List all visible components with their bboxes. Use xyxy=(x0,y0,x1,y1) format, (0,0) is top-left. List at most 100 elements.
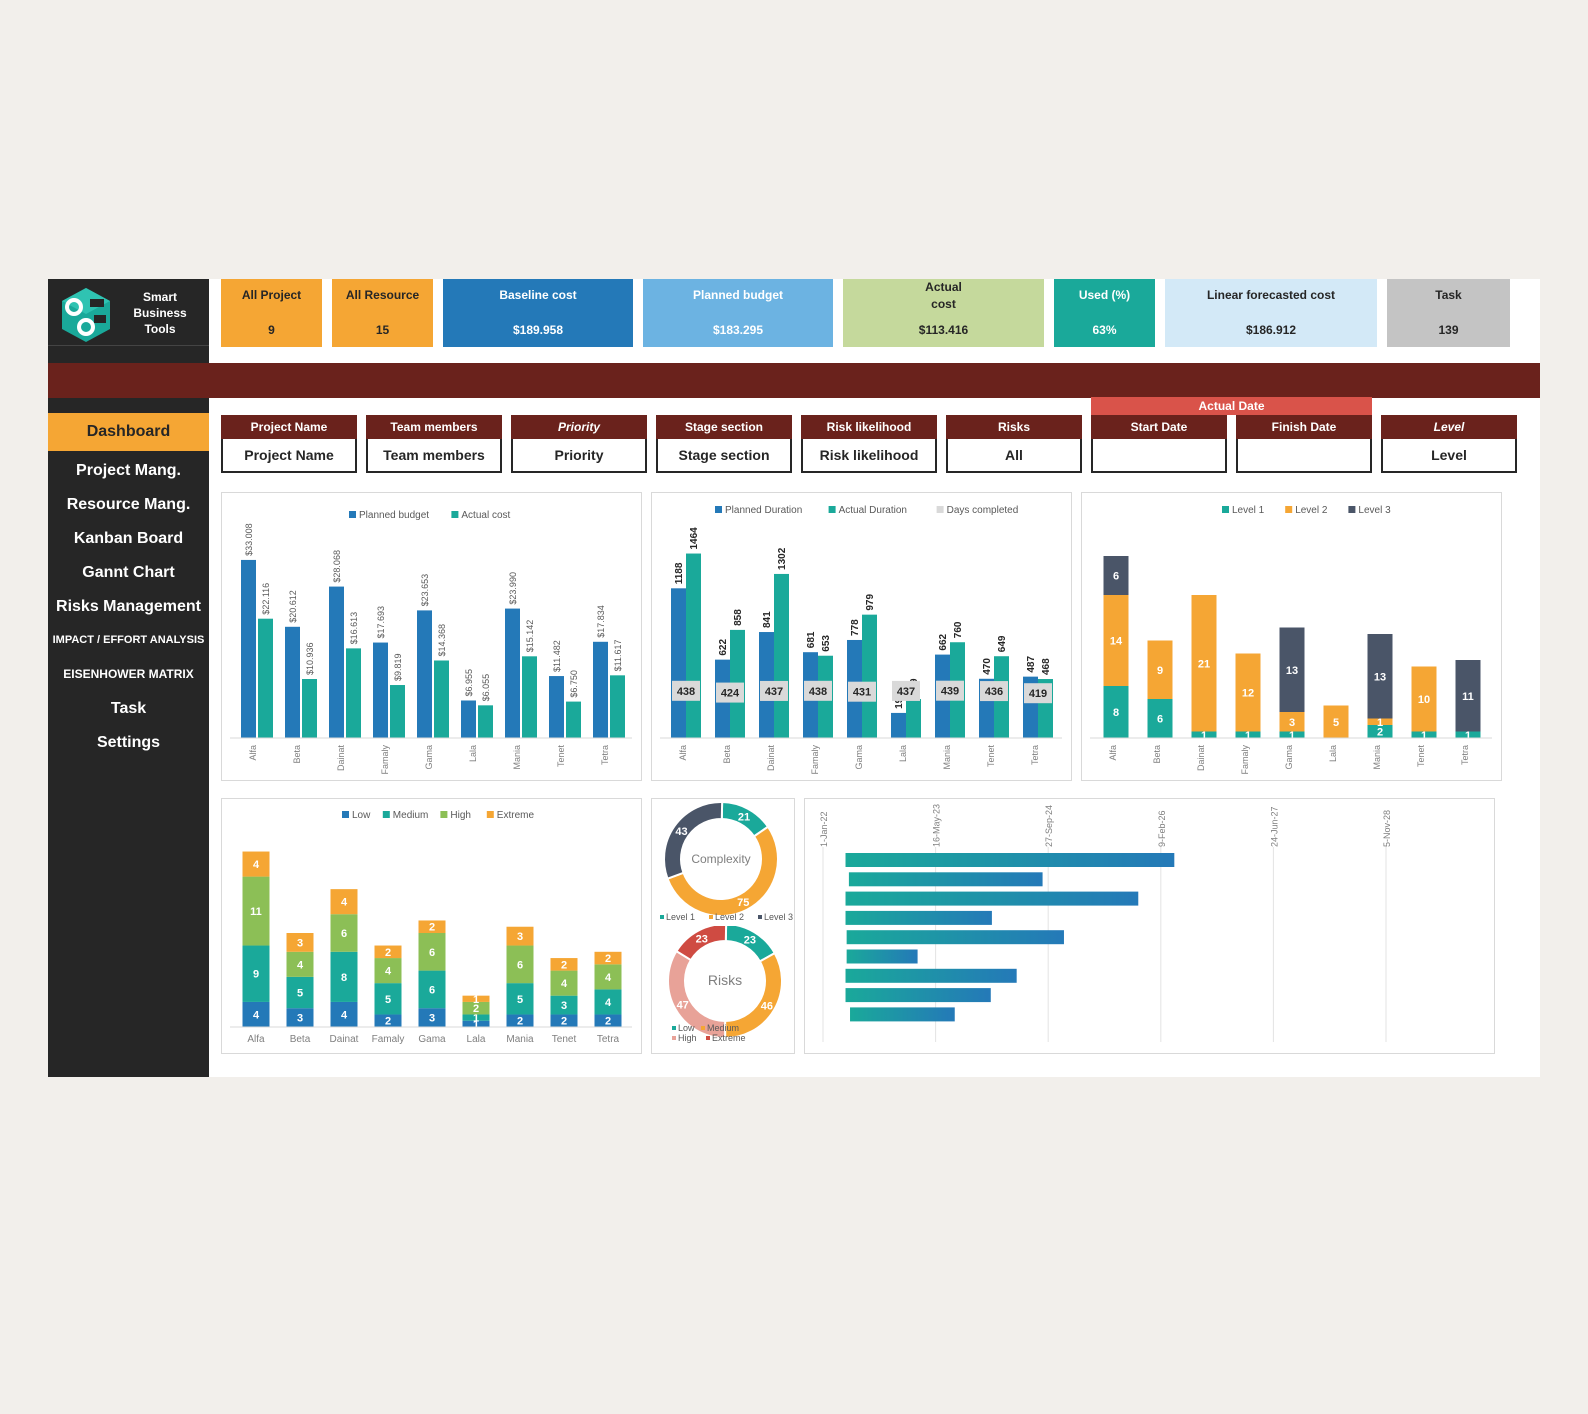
legend-label: Extreme xyxy=(497,810,535,821)
bar-segment xyxy=(1367,725,1393,738)
bar-segment-label: 5 xyxy=(517,994,523,1006)
gantt-date-tick: 16-May-23 xyxy=(932,804,942,847)
filter-finish-date[interactable]: Finish Date xyxy=(1236,415,1372,473)
filter-project-name[interactable]: Project Name Project Name xyxy=(221,415,357,473)
filter-value[interactable] xyxy=(1091,439,1227,473)
legend-swatch xyxy=(451,511,459,518)
filter-header: Risks xyxy=(946,415,1082,439)
legend-label: Actual cost xyxy=(461,510,510,521)
bar-segment xyxy=(242,945,270,1002)
bar-segment xyxy=(242,876,270,946)
kpi-value: 139 xyxy=(1438,323,1459,337)
category-tick-label: Tetra xyxy=(1460,745,1470,765)
kpi-actual-cost: Actual cost $113.416 xyxy=(843,279,1044,347)
days-completed-label: 439 xyxy=(941,686,959,698)
filter-risks[interactable]: Risks All xyxy=(946,415,1082,473)
bar xyxy=(610,675,625,738)
filter-value[interactable] xyxy=(1236,439,1372,473)
bar xyxy=(478,705,493,738)
filter-risk-likelihood[interactable]: Risk likelihood Risk likelihood xyxy=(801,415,937,473)
filter-value[interactable]: Team members xyxy=(366,439,502,473)
filter-value[interactable]: Level xyxy=(1381,439,1517,473)
kpi-baseline-cost: Baseline cost $189.958 xyxy=(443,279,633,347)
sidebar-item-impact-effort[interactable]: IMPACT / EFFORT ANALYSIS xyxy=(52,634,205,646)
bar-data-label: 1302 xyxy=(777,547,788,570)
bar-segment-label: 5 xyxy=(297,988,303,1000)
donut-slice-label: 43 xyxy=(675,826,687,838)
bar xyxy=(373,642,388,738)
filter-start-date[interactable]: Start Date xyxy=(1091,415,1227,473)
gantt-bar xyxy=(845,853,1175,867)
bar-segment xyxy=(242,1001,270,1027)
bar-segment xyxy=(374,1014,402,1027)
days-completed-marker xyxy=(716,682,744,703)
donut-slice-label: 23 xyxy=(744,934,756,946)
bar-segment xyxy=(1367,634,1393,719)
bar-data-label: 760 xyxy=(953,621,964,638)
bar xyxy=(258,618,273,738)
category-tick-label: Tenet xyxy=(1416,745,1426,768)
filter-header: Project Name xyxy=(221,415,357,439)
legend-swatch xyxy=(709,915,713,919)
bar-segment-label: 6 xyxy=(429,947,435,959)
category-tick-label: Mania xyxy=(1372,745,1382,770)
sidebar-item-task[interactable]: Task xyxy=(110,700,147,717)
bar-segment-label: 1 xyxy=(473,1013,479,1025)
duration-chart-panel: Planned Duration Actual Duration Days comp… xyxy=(651,492,1072,781)
bar-segment-label: 1 xyxy=(1377,717,1383,729)
bar xyxy=(774,573,789,738)
sidebar-item-kanban-board[interactable]: Kanban Board xyxy=(73,530,184,547)
donut-center-title: Risks xyxy=(708,972,742,988)
category-tick-label: Gama xyxy=(1284,745,1294,770)
bar-segment-label: 9 xyxy=(1157,665,1163,677)
filter-level[interactable]: Level Level xyxy=(1381,415,1517,473)
bar-data-label: $6.750 xyxy=(569,670,579,698)
category-tick-label: Beta xyxy=(290,1034,311,1045)
donut-slice xyxy=(675,926,728,962)
bar-segment xyxy=(1147,640,1173,699)
bar-segment xyxy=(330,889,358,915)
sidebar-item-eisenhower[interactable]: EISENHOWER MATRIX xyxy=(63,667,194,681)
bar-data-label: $17.693 xyxy=(376,606,386,639)
bar-data-label: $22.116 xyxy=(261,583,271,615)
category-tick-label: Beta xyxy=(1152,745,1162,764)
legend-swatch xyxy=(758,915,762,919)
filter-value[interactable]: Risk likelihood xyxy=(801,439,937,473)
legend-label: Medium xyxy=(707,1023,739,1033)
sidebar-item-dashboard[interactable]: Dashboard xyxy=(48,413,209,451)
bar-segment-label: 11 xyxy=(250,906,262,918)
bar xyxy=(593,641,608,738)
category-tick-label: Tenet xyxy=(986,745,996,768)
category-tick-label: Alfa xyxy=(248,745,258,761)
bar-segment xyxy=(1411,731,1437,738)
sidebar-item-project-mang[interactable]: Project Mang. xyxy=(76,462,181,479)
sidebar-item-risks-management[interactable]: Risks Management xyxy=(56,598,201,615)
bar-segment-label: 2 xyxy=(605,1016,611,1028)
filter-stage-section[interactable]: Stage section Stage section xyxy=(656,415,792,473)
filter-value[interactable]: Priority xyxy=(511,439,647,473)
filter-team-members[interactable]: Team members Team members xyxy=(366,415,502,473)
filter-value[interactable]: Stage section xyxy=(656,439,792,473)
bar-data-label: $6.055 xyxy=(481,674,491,702)
legend-swatch xyxy=(1222,506,1229,513)
category-tick-label: Tetra xyxy=(1030,745,1040,765)
sidebar-item-gannt-chart[interactable]: Gannt Chart xyxy=(82,564,175,581)
sidebar-item-resource-mang[interactable]: Resource Mang. xyxy=(66,496,191,513)
legend-swatch xyxy=(715,506,722,513)
bar-data-label: $15.142 xyxy=(525,620,535,653)
sidebar-item-settings[interactable]: Settings xyxy=(96,734,161,751)
kpi-all-project: All Project 9 xyxy=(221,279,322,347)
legend-swatch xyxy=(936,506,944,513)
category-tick-label: Gama xyxy=(854,745,864,770)
filter-priority[interactable]: Priority Priority xyxy=(511,415,647,473)
bar-segment-label: 2 xyxy=(517,1016,523,1028)
bar-segment-label: 12 xyxy=(1242,688,1254,700)
bar-segment xyxy=(286,951,314,977)
bar-segment xyxy=(286,1008,314,1027)
bar-segment xyxy=(462,1020,490,1027)
bar-segment xyxy=(1455,660,1481,732)
filter-value[interactable]: Project Name xyxy=(221,439,357,473)
filter-value[interactable]: All xyxy=(946,439,1082,473)
category-tick-label: Mania xyxy=(942,745,952,770)
bar-segment xyxy=(418,920,446,933)
